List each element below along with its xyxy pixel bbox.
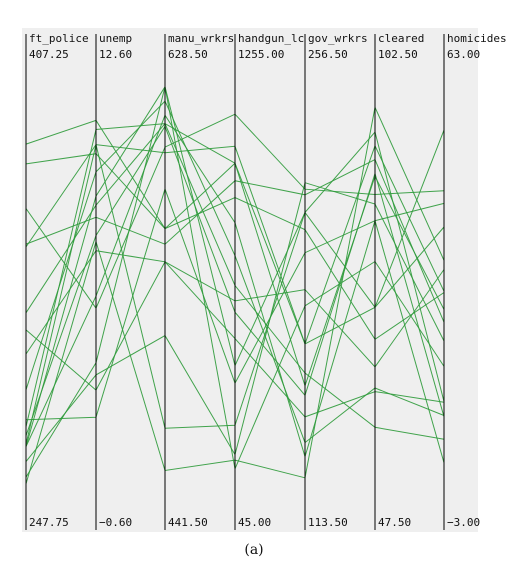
axis-min-gov_wrkrs: 113.50 — [308, 516, 348, 529]
axis-max-handgun_lc: 1255.00 — [238, 48, 284, 61]
axis-name-homicides: homicides — [447, 32, 507, 45]
axis-min-unemp: −0.60 — [99, 516, 132, 529]
axis-max-manu_wrkrs: 628.50 — [168, 48, 208, 61]
axis-min-handgun_lc: 45.00 — [238, 516, 271, 529]
axis-name-gov_wrkrs: gov_wrkrs — [308, 32, 368, 45]
axis-name-manu_wrkrs: manu_wrkrs — [168, 32, 234, 45]
axis-min-cleared: 47.50 — [378, 516, 411, 529]
plot-panel — [22, 28, 478, 532]
axis-name-handgun_lc: handgun_lc — [238, 32, 304, 45]
axis-name-unemp: unemp — [99, 32, 132, 45]
axis-max-ft_police: 407.25 — [29, 48, 69, 61]
axis-max-gov_wrkrs: 256.50 — [308, 48, 348, 61]
axis-min-ft_police: 247.75 — [29, 516, 69, 529]
axis-max-homicides: 63.00 — [447, 48, 480, 61]
axes-layer: ft_police 407.25 247.75 unemp 12.60 −0.60 manu… — [25, 32, 507, 530]
axis-name-ft_police: ft_police — [29, 32, 89, 45]
figure-caption: (a) — [244, 542, 264, 558]
axis-name-cleared: cleared — [378, 32, 424, 45]
axis-min-homicides: −3.00 — [447, 516, 480, 529]
parallel-coordinates-chart: ft_police 407.25 247.75 unemp 12.60 −0.60 manu… — [25, 32, 507, 530]
axis-min-manu_wrkrs: 441.50 — [168, 516, 208, 529]
axis-max-cleared: 102.50 — [378, 48, 418, 61]
axis-max-unemp: 12.60 — [99, 48, 132, 61]
